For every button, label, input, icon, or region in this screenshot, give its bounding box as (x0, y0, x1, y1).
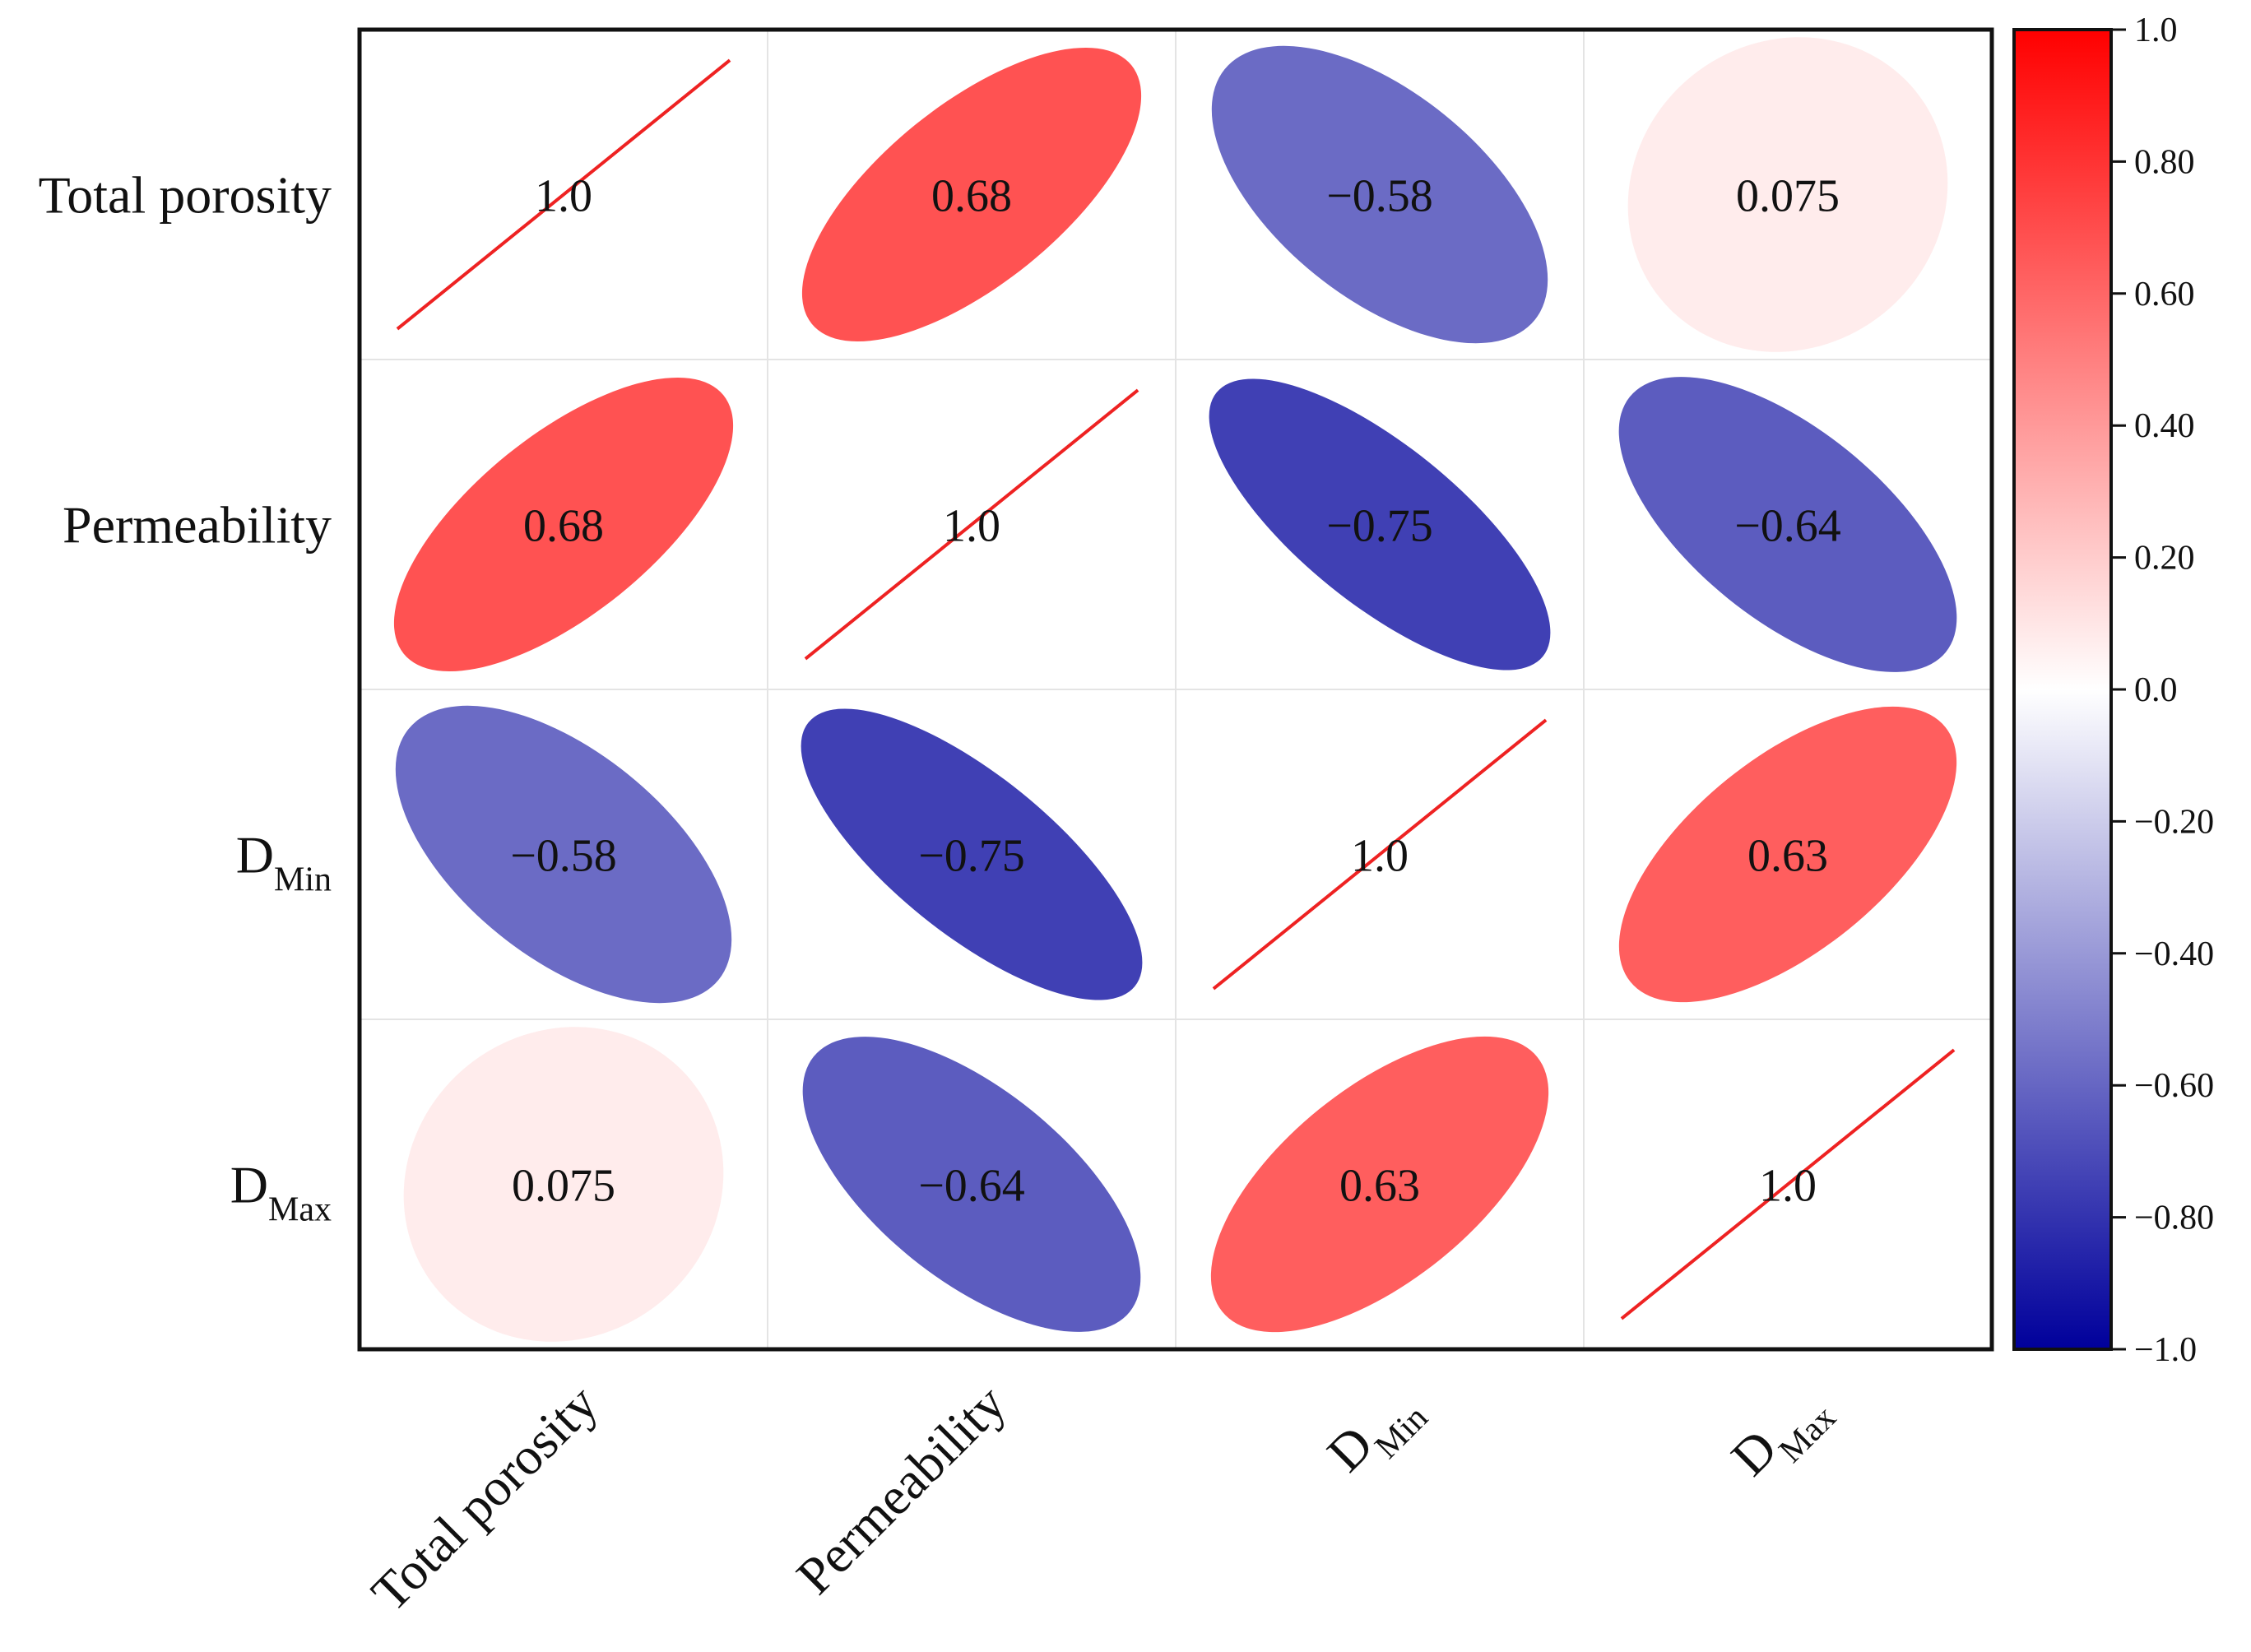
plot-frame (357, 27, 1994, 1352)
colorbar-tick-label: 0.80 (2134, 143, 2195, 181)
cell-permeability-d-max: −0.64 (1618, 377, 1957, 672)
colorbar-tick-label: 1.0 (2134, 12, 2178, 49)
cell-permeability-permeability: 1.0 (804, 388, 1139, 661)
colorbar-tick-label: 0.40 (2134, 407, 2195, 445)
cell-total-porosity-total-porosity: 1.0 (396, 58, 731, 331)
correlation-ellipse (801, 47, 1142, 342)
cell-permeability-total-porosity: 0.68 (393, 377, 734, 672)
x-label-total-porosity: Total porosity (360, 1374, 609, 1622)
cell-d-min-permeability: −0.75 (801, 708, 1143, 1000)
cell-d-max-permeability: −0.64 (802, 1037, 1141, 1332)
colorbar-tick-label: −0.80 (2134, 1200, 2214, 1237)
cell-total-porosity-d-min: −0.58 (1211, 45, 1548, 344)
diagonal-line-mark (396, 58, 731, 331)
colorbar-tick-label: 0.60 (2134, 276, 2195, 313)
cell-value-label: 0.68 (931, 171, 1012, 222)
correlation-ellipse (1210, 1036, 1549, 1333)
diagonal-line-mark (1212, 718, 1548, 991)
y-label-permeability: Permeability (63, 496, 332, 555)
x-label-d-min: DMin (1316, 1374, 1436, 1493)
correlation-ellipse (801, 708, 1143, 1000)
cell-value-label: −0.75 (918, 831, 1025, 882)
x-axis-labels: Total porosity Permeability DMin DMax (360, 1374, 1844, 1622)
colorbar-gradient (2012, 28, 2113, 1351)
colorbar-tick-label: 0.20 (2134, 540, 2195, 578)
cell-total-porosity-permeability: 0.68 (801, 47, 1142, 342)
cell-d-max-d-max: 1.0 (1620, 1048, 1956, 1320)
cell-total-porosity-d-max: 0.075 (1627, 37, 1948, 352)
cell-value-label: 0.075 (1736, 171, 1840, 222)
cell-value-label: 1.0 (535, 171, 592, 222)
x-label-d-max: DMax (1720, 1374, 1844, 1497)
cell-d-min-total-porosity: −0.58 (395, 705, 732, 1004)
correlation-ellipse (403, 1027, 724, 1342)
cell-value-label: −0.75 (1326, 501, 1433, 552)
y-axis-labels: Total porosity Permeability DMin DMax (39, 166, 332, 1229)
colorbar-tick-label: −0.60 (2134, 1067, 2214, 1105)
cell-value-label: 1.0 (943, 501, 1000, 552)
correlation-ellipse (1618, 377, 1957, 672)
correlation-ellipse (1618, 706, 1957, 1003)
colorbar-tick-label: 0.0 (2134, 671, 2178, 709)
colorbar: 1.0 0.80 0.60 0.40 0.20 0.0 −0.20 −0.40 −0.60 −0.… (2012, 12, 2214, 1369)
y-label-total-porosity: Total porosity (39, 166, 332, 225)
correlation-ellipse (1211, 45, 1548, 344)
correlation-ellipse (1627, 37, 1948, 352)
x-label-permeability: Permeability (785, 1374, 1016, 1605)
cell-d-min-d-max: 0.63 (1618, 706, 1957, 1003)
correlation-ellipse (1209, 378, 1551, 671)
colorbar-tick-label: −0.40 (2134, 935, 2214, 973)
cell-value-label: 0.68 (523, 501, 604, 552)
cell-value-label: 0.63 (1747, 831, 1828, 882)
correlation-ellipse (393, 377, 734, 672)
cell-value-label: −0.58 (1326, 171, 1433, 222)
cell-d-max-total-porosity: 0.075 (403, 1027, 724, 1342)
cell-value-label: −0.64 (1734, 501, 1841, 552)
cell-value-label: 0.63 (1339, 1161, 1420, 1212)
diagonal-line-mark (804, 388, 1139, 661)
y-label-d-max: DMax (230, 1156, 332, 1229)
cell-d-min-d-min: 1.0 (1212, 718, 1548, 991)
cell-value-label: 1.0 (1351, 831, 1409, 882)
grid-lines (360, 30, 1992, 1349)
correlation-ellipse (395, 705, 732, 1004)
cell-value-label: 0.075 (512, 1161, 615, 1212)
cell-value-label: −0.64 (918, 1161, 1025, 1212)
matrix-cells: 1.0 0.68 −0.58 0.075 0.68 1.0 −0.75 −0.64 −0.58 −… (393, 37, 1957, 1342)
y-label-d-min: DMin (236, 826, 332, 899)
colorbar-tick-label: −1.0 (2134, 1331, 2197, 1369)
cell-value-label: 1.0 (1759, 1161, 1817, 1212)
cell-value-label: −0.58 (510, 831, 617, 882)
cell-permeability-d-min: −0.75 (1209, 378, 1551, 671)
correlation-ellipse (802, 1037, 1141, 1332)
colorbar-tick-label: −0.20 (2134, 803, 2214, 841)
diagonal-line-mark (1620, 1048, 1956, 1320)
cell-d-max-d-min: 0.63 (1210, 1036, 1549, 1333)
